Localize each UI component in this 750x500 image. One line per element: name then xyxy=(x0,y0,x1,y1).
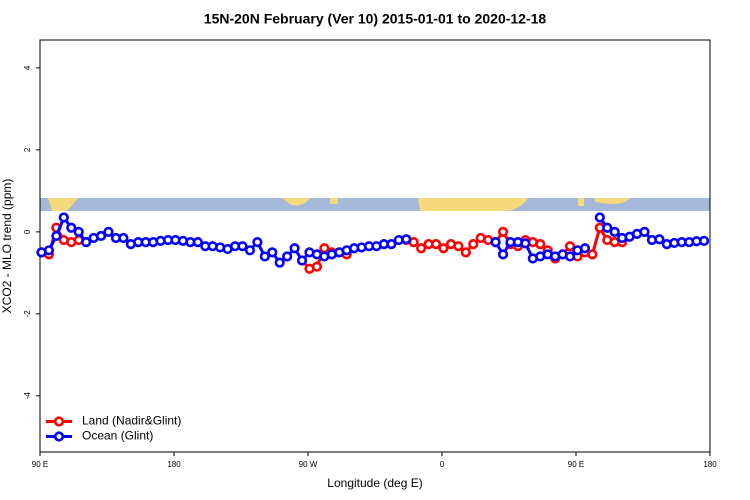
data-point xyxy=(468,239,479,250)
x-axis-label: Longitude (deg E) xyxy=(327,476,422,490)
data-point xyxy=(282,251,293,262)
legend-label: Ocean (Glint) xyxy=(82,429,153,443)
plot-frame xyxy=(39,39,711,453)
x-tick-label: 90 E xyxy=(568,460,584,469)
data-point xyxy=(639,226,650,237)
data-point xyxy=(252,237,263,248)
x-tick-label: 0 xyxy=(440,460,445,469)
data-point xyxy=(564,251,576,262)
data-point xyxy=(602,222,613,233)
data-point xyxy=(497,226,509,237)
data-point xyxy=(438,243,449,254)
data-point xyxy=(564,241,576,252)
x-tick-label: 90 W xyxy=(299,460,318,469)
data-point xyxy=(520,238,531,249)
chart-title: 15N-20N February (Ver 10) 2015-01-01 to … xyxy=(204,11,547,27)
data-point xyxy=(416,243,427,254)
data-point xyxy=(118,232,129,244)
data-point xyxy=(587,249,598,260)
data-point xyxy=(453,241,464,252)
data-point xyxy=(192,237,203,248)
data-point xyxy=(430,239,442,250)
data-point xyxy=(460,247,471,258)
data-point xyxy=(43,245,55,256)
data-point xyxy=(535,239,546,250)
data-point xyxy=(51,230,62,242)
data-point xyxy=(237,241,248,252)
data-point xyxy=(296,255,308,266)
data-point xyxy=(103,226,114,237)
data-point xyxy=(311,261,323,272)
y-tick-label: 4 xyxy=(23,65,32,70)
data-point xyxy=(267,247,278,258)
legend-label: Land (Nadir&Glint) xyxy=(82,414,181,428)
data-point xyxy=(66,222,77,233)
data-point xyxy=(401,234,412,245)
data-point xyxy=(274,257,285,268)
map-strip xyxy=(40,198,710,211)
data-point xyxy=(289,243,300,254)
data-point xyxy=(73,226,84,237)
data-point xyxy=(259,251,270,262)
y-tick-label: 2 xyxy=(23,147,32,152)
data-point xyxy=(490,237,501,248)
x-tick-label: 180 xyxy=(167,460,181,469)
y-tick-label: 0 xyxy=(23,229,32,234)
y-axis-label: XCO2 - MLO trend (ppm) xyxy=(0,179,14,314)
x-tick-label: 90 E xyxy=(32,460,48,469)
data-point xyxy=(497,249,509,260)
data-point xyxy=(698,235,710,246)
y-tick-label: -2 xyxy=(23,310,32,318)
y-tick-label: -4 xyxy=(23,392,32,400)
data-point xyxy=(609,226,620,237)
data-point xyxy=(386,239,397,250)
data-point xyxy=(654,234,665,245)
data-point xyxy=(81,237,92,248)
legend-marker xyxy=(53,416,65,427)
data-point xyxy=(58,212,69,223)
data-point xyxy=(579,243,591,254)
data-point xyxy=(594,212,605,223)
data-point xyxy=(95,230,107,242)
legend-marker xyxy=(53,431,65,442)
data-point xyxy=(244,245,256,256)
x-tick-label: 180 xyxy=(703,460,717,469)
